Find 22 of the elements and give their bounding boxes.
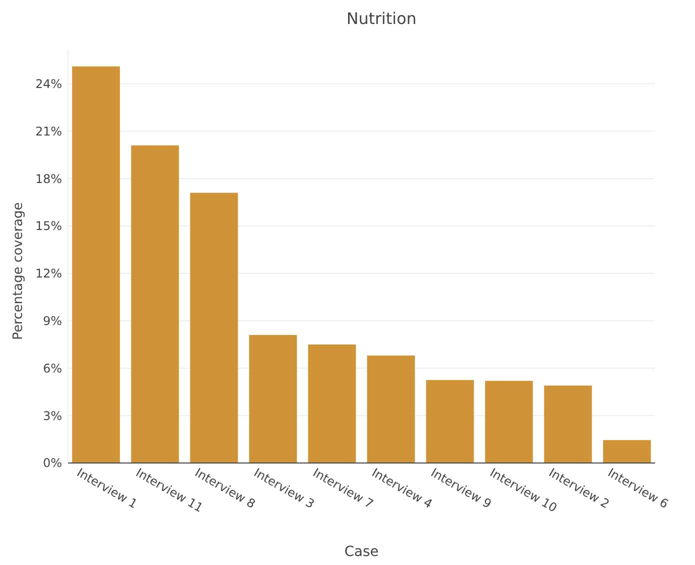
y-axis-title: Percentage coverage [11,202,26,340]
bar [426,380,474,463]
bar [544,386,592,463]
bar [603,440,651,463]
y-tick-label: 9% [42,314,62,328]
bar [190,192,238,463]
y-tick-label: 15% [35,219,62,234]
y-tick-label: 21% [35,124,62,138]
y-tick-label: 18% [35,172,62,186]
x-axis-title: Case [344,544,379,560]
chart-title: Nutrition [346,9,417,28]
bar [131,145,179,463]
y-tick-label: 6% [42,361,62,376]
bar [72,66,120,463]
y-tick-label: 0% [42,456,62,470]
y-tick-label: 12% [35,266,62,281]
y-tick-label: 24% [35,76,62,91]
bar [308,344,356,463]
bar [367,356,415,463]
bar [485,380,533,463]
bar [249,335,297,463]
y-tick-label: 3% [42,408,62,423]
